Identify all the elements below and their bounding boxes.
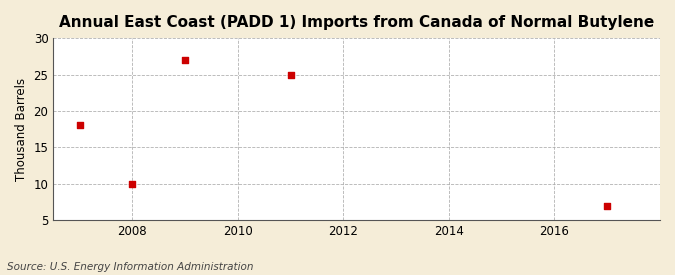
Point <box>180 58 190 62</box>
Text: Source: U.S. Energy Information Administration: Source: U.S. Energy Information Administ… <box>7 262 253 272</box>
Point <box>74 123 85 128</box>
Point <box>286 72 296 77</box>
Point <box>602 204 613 208</box>
Title: Annual East Coast (PADD 1) Imports from Canada of Normal Butylene: Annual East Coast (PADD 1) Imports from … <box>59 15 654 30</box>
Point <box>127 182 138 186</box>
Y-axis label: Thousand Barrels: Thousand Barrels <box>15 78 28 181</box>
